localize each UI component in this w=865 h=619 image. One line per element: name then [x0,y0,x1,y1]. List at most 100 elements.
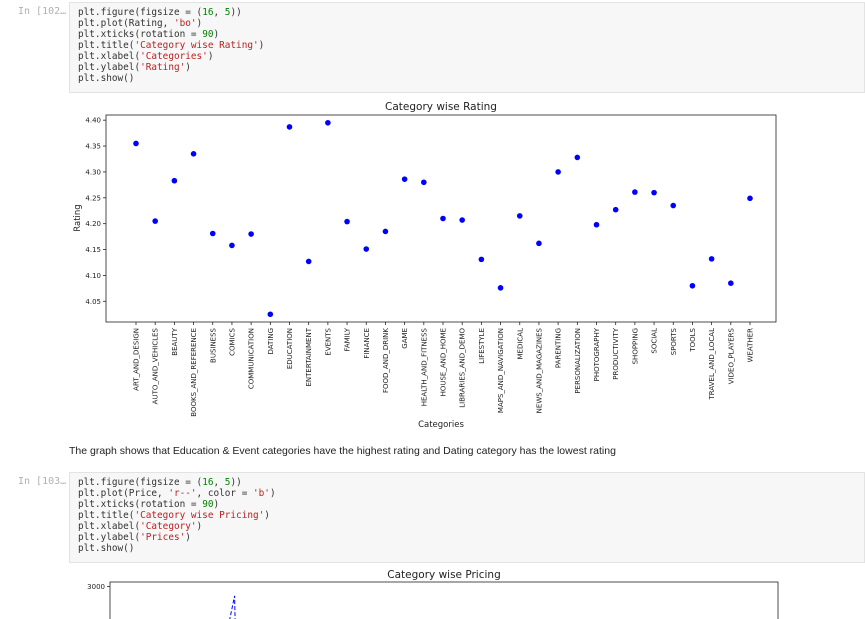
code-token: ) [185,532,191,543]
code-token: ) [196,521,203,532]
data-point [478,256,485,263]
x-tick-label: SPORTS [670,327,678,355]
series-line [229,595,236,619]
x-tick-label: VIDEO_PLAYERS [727,327,735,384]
x-tick-label: BOOKS_AND_REFERENCE [190,328,198,417]
x-tick-label: ENTERTAINMENT [305,327,313,386]
data-point [401,176,408,182]
chart-title: Category wise Rating [385,101,497,113]
data-point [133,140,139,147]
code-line: plt.show() [78,73,856,84]
x-tick-label: NEWS_AND_MAGAZINES [535,327,543,413]
code-token: , [213,7,225,18]
x-tick-label: LIFESTYLE [478,328,486,364]
code-line: plt.ylabel('Rating') [78,62,856,73]
y-tick-label: 3000 [87,583,105,591]
code-token: ) [196,18,203,29]
code-line: plt.title('Category wise Pricing') [78,510,856,521]
code-line: plt.plot(Rating, 'bo') [78,18,856,29]
data-point [708,256,715,262]
x-axis-label: Categories [418,420,464,430]
x-tick-label: AUTO_AND_VEHICLES [152,327,160,404]
data-point [440,215,446,222]
code-token: )) [230,477,242,488]
code-token: plt.show() [78,543,135,554]
x-tick-label: COMMUNICATION [248,328,256,389]
x-tick-label: LIBRARIES_AND_DEMO [459,328,467,408]
y-tick-label: 4.05 [85,298,101,306]
x-tick-label: ART_AND_DESIGN [133,328,141,391]
code-token: plt.figure(figsize = ( [78,477,203,488]
x-tick-label: BUSINESS [209,327,217,363]
code-token: 'Category' [140,521,197,532]
data-point [536,240,542,247]
code-token: plt.xticks(rotation = [78,29,203,40]
data-point [190,151,197,157]
code-token: 5 [224,7,231,18]
code-editor[interactable]: plt.figure(figsize = (16, 5)) plt.plot(Pr… [78,477,856,554]
data-point [651,189,657,196]
plot-area [109,581,779,619]
code-token: 'Prices' [140,532,186,543]
data-point [421,179,427,186]
y-tick-label: 4.35 [85,143,101,151]
data-point [459,217,465,223]
code-token: 90 [202,29,214,40]
x-tick-label: BEAUTY [171,327,179,355]
x-tick-label: MAPS_AND_NAVIGATION [497,328,505,413]
x-tick-label: GAME [401,328,409,349]
code-token: plt.xticks(rotation = [78,499,203,510]
code-token: 16 [202,7,214,18]
code-token: 'Categories' [140,51,208,62]
code-token: plt.ylabel( [78,62,141,73]
x-tick-label: EVENTS [324,327,332,355]
x-tick-label: SOCIAL [651,328,659,354]
x-tick-label: SHOPPING [631,328,639,364]
code-token: plt.xlabel( [78,51,141,62]
data-point [171,177,178,184]
y-tick-label: 4.20 [85,220,101,228]
markdown-text: The graph shows that Education & Event c… [69,445,616,457]
code-token: plt.show() [78,73,135,84]
chart-title: Category wise Pricing [387,569,500,581]
code-token: plt.ylabel( [78,532,141,543]
data-point [344,218,350,225]
code-token: 90 [202,499,214,510]
code-token: 'Category wise Pricing' [134,510,265,521]
data-point [747,195,753,202]
x-tick-label: FAMILY [344,327,352,351]
code-line: plt.xticks(rotation = 90) [78,499,856,510]
code-cell-rating[interactable]: plt.figure(figsize = (16, 5)) plt.plot(Ra… [69,2,865,93]
code-editor[interactable]: plt.figure(figsize = (16, 5)) plt.plot(Ra… [78,7,856,84]
code-token: ) [269,488,276,499]
x-tick-label: HOUSE_AND_HOME [440,328,448,396]
data-point [593,221,600,228]
data-point [229,242,235,249]
data-point [497,285,504,291]
code-token: , [213,477,225,488]
code-line: plt.figure(figsize = (16, 5)) [78,7,856,18]
x-tick-label: TRAVEL_AND_LOCAL [708,328,716,401]
x-tick-label: PHOTOGRAPHY [593,327,601,381]
pricing-chart: Category wise Pricing 30002500 [87,569,779,619]
code-token: 16 [202,477,214,488]
code-token: ) [213,29,220,40]
code-token: plt.title( [78,40,135,51]
x-tick-label: FINANCE [363,328,371,359]
x-tick-label: EDUCATION [286,328,294,369]
y-tick-label: 4.25 [85,194,101,202]
code-token: , color = [196,488,253,499]
x-tick-label: DATING [267,328,275,355]
x-tick-label: PERSONALIZATION [574,328,582,394]
data-point [516,213,523,219]
code-cell-pricing[interactable]: plt.figure(figsize = (16, 5)) plt.plot(Pr… [69,472,865,563]
code-line: plt.figure(figsize = (16, 5)) [78,477,856,488]
data-point [209,230,216,237]
data-point [632,189,638,195]
code-line: plt.show() [78,543,856,554]
code-token: 'r--' [168,488,197,499]
data-point [670,202,677,209]
code-token: ) [207,51,214,62]
rating-chart: Category wise Rating 4.05 4.10 4.15 4.20 4.2… [73,101,777,430]
y-tick-label: 4.40 [85,117,101,125]
